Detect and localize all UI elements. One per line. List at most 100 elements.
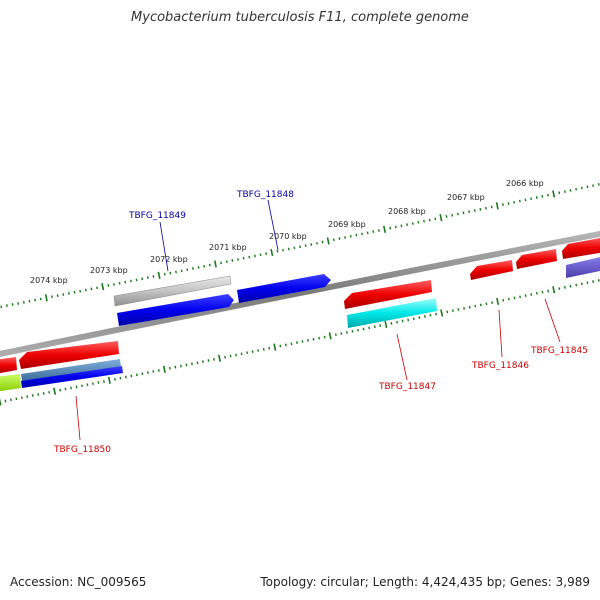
gene-feature[interactable] xyxy=(113,275,232,307)
scale-minor-tick xyxy=(400,224,403,228)
gene-feature[interactable] xyxy=(344,280,432,309)
scale-minor-tick xyxy=(235,353,237,357)
scale-minor-tick xyxy=(276,249,279,253)
scale-minor-tick xyxy=(62,293,65,296)
scale-minor-tick xyxy=(70,386,72,390)
gene-leader-line xyxy=(396,333,408,381)
gene-label[interactable]: TBFG_11845 xyxy=(530,346,588,356)
scale-minor-tick xyxy=(524,198,527,202)
scale-minor-tick xyxy=(15,397,18,401)
scale-minor-tick xyxy=(90,287,93,291)
scale-minor-tick xyxy=(502,203,504,207)
scale-minor-tick xyxy=(547,289,550,293)
gene-feature[interactable] xyxy=(117,294,234,326)
scale-minor-tick xyxy=(103,380,105,383)
scale-minor-tick xyxy=(558,191,561,195)
scale-minor-tick xyxy=(73,290,76,294)
gene-label[interactable]: TBFG_11846 xyxy=(471,361,529,371)
scale-minor-tick xyxy=(257,349,260,352)
scale-minor-tick xyxy=(316,241,318,245)
gene-leader-line xyxy=(544,298,561,343)
gene-feature[interactable] xyxy=(0,374,21,392)
gene-feature[interactable] xyxy=(21,366,123,388)
scale-major-tick xyxy=(101,283,105,291)
scale-minor-tick xyxy=(530,197,532,201)
scale-minor-tick xyxy=(259,253,262,257)
gene-feature[interactable] xyxy=(19,341,119,369)
scale-minor-tick xyxy=(407,318,410,322)
scale-minor-tick xyxy=(485,206,487,210)
scale-minor-tick xyxy=(208,263,211,267)
scale-minor-tick xyxy=(547,193,549,197)
scale-minor-tick xyxy=(307,338,309,342)
gene-feature[interactable] xyxy=(562,237,600,259)
gene-leader-line xyxy=(75,395,81,441)
scale-minor-tick xyxy=(293,246,296,250)
scale-minor-tick xyxy=(152,370,155,373)
scale-minor-tick xyxy=(146,276,149,279)
gene-feature[interactable] xyxy=(0,357,17,374)
scale-minor-tick xyxy=(107,284,110,287)
scale-minor-tick xyxy=(64,387,67,391)
scale-minor-tick xyxy=(513,296,516,300)
scale-minor-tick xyxy=(428,218,431,222)
scale-major-tick xyxy=(384,320,388,329)
tick-label: 2070 kbp xyxy=(269,232,307,241)
scale-minor-tick xyxy=(68,292,70,295)
scale-minor-tick xyxy=(251,350,254,353)
gene-feature[interactable] xyxy=(470,260,513,280)
scale-minor-tick xyxy=(163,272,166,276)
scale-major-tick xyxy=(552,286,556,294)
scale-minor-tick xyxy=(0,305,3,309)
gene-feature[interactable] xyxy=(347,298,437,328)
scale-minor-tick xyxy=(586,185,589,189)
scale-minor-tick xyxy=(262,347,265,351)
scale-minor-tick xyxy=(28,299,31,303)
scale-major-tick xyxy=(44,294,48,302)
scale-minor-tick xyxy=(435,312,437,316)
scale-minor-tick xyxy=(368,326,371,330)
scale-minor-tick xyxy=(541,194,544,198)
scale-minor-tick xyxy=(519,295,521,299)
scale-minor-tick xyxy=(558,287,561,290)
tick-label: 2072 kbp xyxy=(150,255,188,264)
scale-minor-tick xyxy=(321,240,324,244)
gene-label[interactable]: TBFG_11848 xyxy=(236,190,294,200)
gene-label[interactable]: TBFG_11849 xyxy=(128,211,186,221)
gene-label[interactable]: TBFG_11850 xyxy=(53,445,111,455)
scale-minor-tick xyxy=(490,205,493,209)
scale-minor-tick xyxy=(168,366,171,370)
gene-label[interactable]: TBFG_11847 xyxy=(378,382,436,392)
scale-minor-tick xyxy=(411,222,414,225)
gene-feature[interactable] xyxy=(237,274,331,303)
scale-major-tick xyxy=(273,343,277,351)
scale-minor-tick xyxy=(185,363,188,367)
scale-minor-tick xyxy=(242,256,245,260)
gene-feature[interactable] xyxy=(516,249,557,269)
scale-minor-tick xyxy=(389,226,392,230)
scale-minor-tick xyxy=(580,186,583,190)
inner-scale-ticks xyxy=(0,278,600,406)
tick-label: 2074 kbp xyxy=(30,276,68,285)
tick-label: 2071 kbp xyxy=(209,243,247,252)
scale-minor-tick xyxy=(135,373,138,377)
scale-minor-tick xyxy=(592,280,595,283)
scale-minor-tick xyxy=(114,377,116,381)
gene-feature[interactable] xyxy=(21,359,121,381)
scale-major-tick xyxy=(495,202,499,210)
scale-minor-tick xyxy=(290,342,293,346)
gene-feature[interactable] xyxy=(566,256,600,278)
left-strand-features xyxy=(0,341,123,392)
scale-major-tick xyxy=(157,271,161,279)
map-title: Mycobacterium tuberculosis F11, complete… xyxy=(131,10,469,25)
scale-minor-tick xyxy=(97,381,100,384)
scale-minor-tick xyxy=(372,230,375,234)
scale-minor-tick xyxy=(340,332,343,335)
scale-minor-tick xyxy=(220,261,222,265)
scale-minor-tick xyxy=(86,383,89,387)
scale-minor-tick xyxy=(246,351,249,355)
scale-minor-tick xyxy=(569,284,572,288)
scale-minor-tick xyxy=(463,307,465,310)
scale-minor-tick xyxy=(366,231,369,235)
scale-minor-tick xyxy=(96,286,98,290)
